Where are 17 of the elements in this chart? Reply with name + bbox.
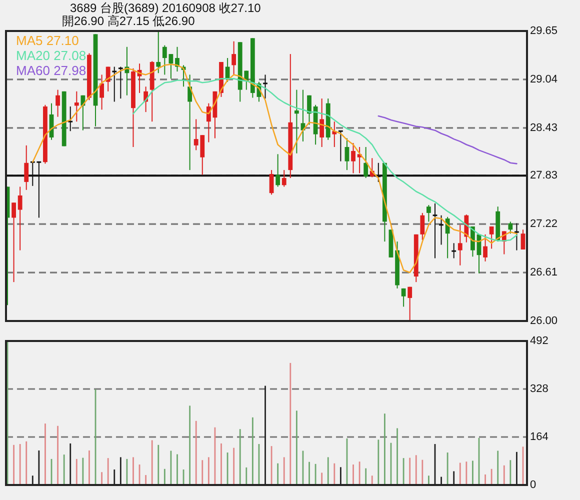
chart-subtitle: 開26.90 高27.15 低26.90 bbox=[62, 14, 196, 28]
y-tick-label: 492 bbox=[530, 334, 548, 347]
y-tick-label: 27.22 bbox=[530, 218, 558, 230]
y-tick-label: 29.04 bbox=[530, 73, 558, 86]
y-tick-label: 164 bbox=[530, 430, 548, 443]
text: MA20 27.08 bbox=[16, 48, 86, 63]
y-tick-label: 26.61 bbox=[530, 266, 558, 278]
text: MA5 27.10 bbox=[16, 33, 79, 48]
y-tick-label: 328 bbox=[530, 382, 548, 395]
y-tick-label: 26.00 bbox=[530, 314, 558, 327]
y-tick-label: 28.43 bbox=[530, 122, 558, 134]
y-tick-label: 0 bbox=[530, 478, 536, 491]
y-tick-label: 27.83 bbox=[530, 170, 558, 182]
chart-title: 3689 台股(3689) 20160908 收27.10 bbox=[70, 1, 262, 15]
y-tick-label: 29.65 bbox=[530, 24, 558, 37]
line-series bbox=[378, 115, 518, 164]
text: MA60 27.98 bbox=[16, 63, 86, 78]
